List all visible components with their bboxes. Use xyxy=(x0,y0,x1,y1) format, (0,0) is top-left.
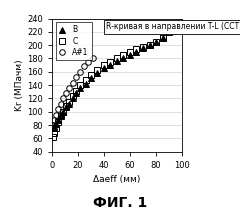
C xyxy=(84,78,87,81)
B xyxy=(135,50,138,53)
B xyxy=(155,40,157,43)
X-axis label: Δaeff (мм): Δaeff (мм) xyxy=(93,175,141,184)
C xyxy=(102,64,105,66)
B xyxy=(89,77,92,80)
Text: R-кривая в направлении T-L (CCT760): R-кривая в направлении T-L (CCT760) xyxy=(107,22,240,32)
B xyxy=(142,47,144,50)
B xyxy=(53,125,56,128)
C xyxy=(57,120,60,123)
B xyxy=(71,97,74,100)
Line: A#1: A#1 xyxy=(50,56,96,128)
C xyxy=(59,115,62,118)
B xyxy=(96,72,99,74)
C xyxy=(79,84,82,86)
B xyxy=(161,37,164,40)
Legend: B, C, A#1: B, C, A#1 xyxy=(55,22,92,60)
B xyxy=(79,87,82,90)
A#1 xyxy=(75,76,78,78)
A#1 xyxy=(65,92,67,94)
C xyxy=(128,50,131,53)
A#1 xyxy=(52,124,54,126)
A#1 xyxy=(57,108,60,110)
A#1 xyxy=(62,97,65,100)
C xyxy=(161,37,164,40)
Line: B: B xyxy=(50,36,165,131)
B xyxy=(115,60,118,62)
B xyxy=(84,82,87,85)
C xyxy=(52,136,54,138)
C xyxy=(75,90,78,92)
C xyxy=(89,74,92,76)
A#1 xyxy=(79,71,82,73)
B xyxy=(109,64,112,66)
C xyxy=(62,110,65,113)
Y-axis label: Kr (МПачм): Kr (МПачм) xyxy=(15,59,24,111)
C xyxy=(96,68,99,71)
C xyxy=(142,46,144,48)
A#1 xyxy=(92,57,95,60)
B xyxy=(54,123,57,125)
B xyxy=(65,106,67,108)
B xyxy=(52,127,54,130)
B xyxy=(122,57,125,60)
C xyxy=(135,48,138,50)
C xyxy=(109,60,112,63)
C xyxy=(155,41,157,44)
A#1 xyxy=(71,82,74,84)
C xyxy=(71,95,74,98)
A#1 xyxy=(67,87,70,90)
A#1 xyxy=(59,102,62,105)
B xyxy=(128,54,131,56)
C xyxy=(148,44,151,46)
B xyxy=(75,92,78,94)
B xyxy=(62,110,65,113)
C xyxy=(54,127,57,130)
A#1 xyxy=(53,119,56,121)
C xyxy=(65,105,67,108)
A#1 xyxy=(87,60,90,63)
A#1 xyxy=(83,65,86,68)
B xyxy=(102,67,105,70)
Text: ФИГ. 1: ФИГ. 1 xyxy=(93,196,147,210)
Line: C: C xyxy=(50,29,172,140)
C xyxy=(115,57,118,60)
C xyxy=(67,100,70,103)
B xyxy=(59,114,62,116)
C xyxy=(53,132,56,134)
C xyxy=(168,31,171,33)
B xyxy=(148,44,151,46)
A#1 xyxy=(54,114,57,116)
B xyxy=(67,102,70,105)
B xyxy=(57,119,60,121)
C xyxy=(122,54,125,56)
